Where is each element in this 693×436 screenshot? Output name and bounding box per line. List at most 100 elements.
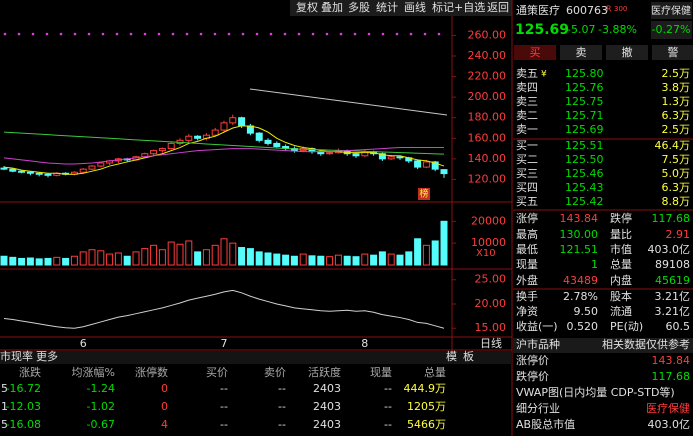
- moving-average: [3, 147, 444, 165]
- ask-price: 125.76: [565, 81, 604, 94]
- y-tick-label: 25.00: [475, 273, 507, 286]
- event-dot: [31, 32, 35, 36]
- candle-body: [387, 156, 395, 160]
- trade-button[interactable]: 卖: [576, 46, 587, 59]
- candle-body: [326, 152, 334, 155]
- stat-label: 股本: [610, 289, 632, 303]
- bid-volume: 46.4万: [655, 139, 691, 152]
- table-tab[interactable]: 市现率: [0, 349, 33, 363]
- volume-bar: [370, 254, 378, 266]
- trade-button-bg[interactable]: [606, 45, 648, 60]
- event-dot: [381, 32, 385, 36]
- info-label: AB股总市值: [516, 417, 575, 431]
- ask-label: 卖二: [516, 109, 538, 122]
- volume-bar: [431, 240, 439, 266]
- bid-price: 125.50: [565, 153, 604, 166]
- event-dot: [213, 32, 217, 36]
- table-tab[interactable]: 更多: [36, 349, 58, 363]
- candle-body: [150, 150, 158, 155]
- stat-label: 总量: [610, 257, 632, 271]
- event-dot: [143, 32, 147, 36]
- stat-value: 9.50: [574, 305, 599, 318]
- table-cell: 0: [161, 382, 168, 395]
- candle-body: [246, 125, 254, 134]
- volume-bar: [414, 238, 422, 266]
- trade-button[interactable]: 买: [530, 46, 541, 59]
- volume-bar: [229, 242, 237, 266]
- stock-name: 通策医疗: [516, 3, 560, 17]
- event-dot: [3, 32, 7, 36]
- candle-body: [352, 153, 360, 157]
- event-dot: [423, 32, 427, 36]
- ask-label: 卖五: [516, 67, 538, 80]
- candle-body: [79, 168, 87, 173]
- table-cell: 444.9万: [404, 382, 447, 395]
- volume-bar: [361, 253, 369, 266]
- y-tick-label: 220.00: [468, 70, 507, 83]
- volume-bar: [18, 257, 26, 266]
- table-cell: -16.72: [6, 382, 41, 395]
- table-header: 活跃度: [308, 365, 341, 379]
- moving-average: [3, 131, 445, 155]
- toolbar-button[interactable]: 多股: [348, 0, 370, 14]
- sector: 医疗保健: [651, 4, 691, 17]
- stat-value: 130.00: [560, 228, 599, 241]
- table-cell: 2403: [313, 418, 341, 431]
- ask-label: 卖三: [516, 95, 538, 108]
- trade-button[interactable]: 撤: [622, 45, 633, 59]
- toolbar-button[interactable]: 叠加: [321, 1, 343, 14]
- volume-bar: [150, 244, 158, 266]
- table-header: 涨停数: [135, 365, 168, 379]
- trade-button-bg[interactable]: [514, 45, 556, 60]
- volume-bar: [79, 251, 87, 266]
- event-dot: [283, 32, 287, 36]
- info-label[interactable]: VWAP图(日内均量 CDP-STD等): [516, 385, 675, 399]
- toolbar-button[interactable]: +自选: [454, 1, 485, 14]
- volume-bar: [62, 257, 70, 266]
- volume-bar: [299, 253, 307, 266]
- toolbar-button[interactable]: 返回: [487, 1, 509, 14]
- template-button[interactable]: 模板: [446, 349, 480, 363]
- event-dot: [325, 32, 329, 36]
- table-cell: 5: [1, 382, 8, 395]
- candle-body: [431, 161, 439, 170]
- stat-value: 89108: [655, 258, 690, 271]
- toolbar-button[interactable]: 复权: [296, 0, 318, 14]
- bid-price: 125.51: [565, 139, 604, 152]
- table-cell: --: [220, 400, 228, 413]
- badge: R: [606, 5, 612, 14]
- marker-label: 榜: [419, 188, 428, 200]
- stat-label: 跌停: [610, 211, 632, 225]
- y-tick-label: 160.00: [468, 131, 507, 144]
- table-cell: --: [278, 382, 286, 395]
- info-value: 143.84: [652, 354, 691, 367]
- table-header: 均涨幅%: [72, 366, 115, 379]
- table-cell: 1205万: [407, 400, 446, 413]
- sector-box: [651, 21, 692, 39]
- table-header: 总量: [424, 365, 446, 379]
- event-dot: [199, 32, 203, 36]
- stat-label: 涨停: [516, 211, 538, 225]
- event-dot: [227, 32, 231, 36]
- trade-button[interactable]: 警: [668, 45, 679, 59]
- toolbar-button[interactable]: 标记: [432, 0, 454, 14]
- stat-label: 净资: [516, 304, 538, 318]
- table-cell: --: [384, 418, 392, 431]
- marker-badge: [418, 188, 430, 200]
- volume-bar: [176, 243, 184, 266]
- toolbar-button[interactable]: 画线: [404, 0, 426, 14]
- candle-body: [238, 117, 246, 127]
- trade-button-bg[interactable]: [560, 45, 602, 60]
- candle-body: [158, 148, 166, 152]
- table-cell: --: [278, 400, 286, 413]
- volume-bar: [35, 258, 43, 266]
- bid-volume: 6.3万: [662, 181, 691, 194]
- table-cell: --: [220, 418, 228, 431]
- event-dot: [339, 32, 343, 36]
- bid-label: 买一: [516, 139, 538, 152]
- info-header: 沪市品种: [516, 337, 560, 351]
- trade-button-bg[interactable]: [652, 45, 693, 60]
- candle-body: [414, 160, 422, 168]
- toolbar-button[interactable]: 统计: [376, 1, 398, 14]
